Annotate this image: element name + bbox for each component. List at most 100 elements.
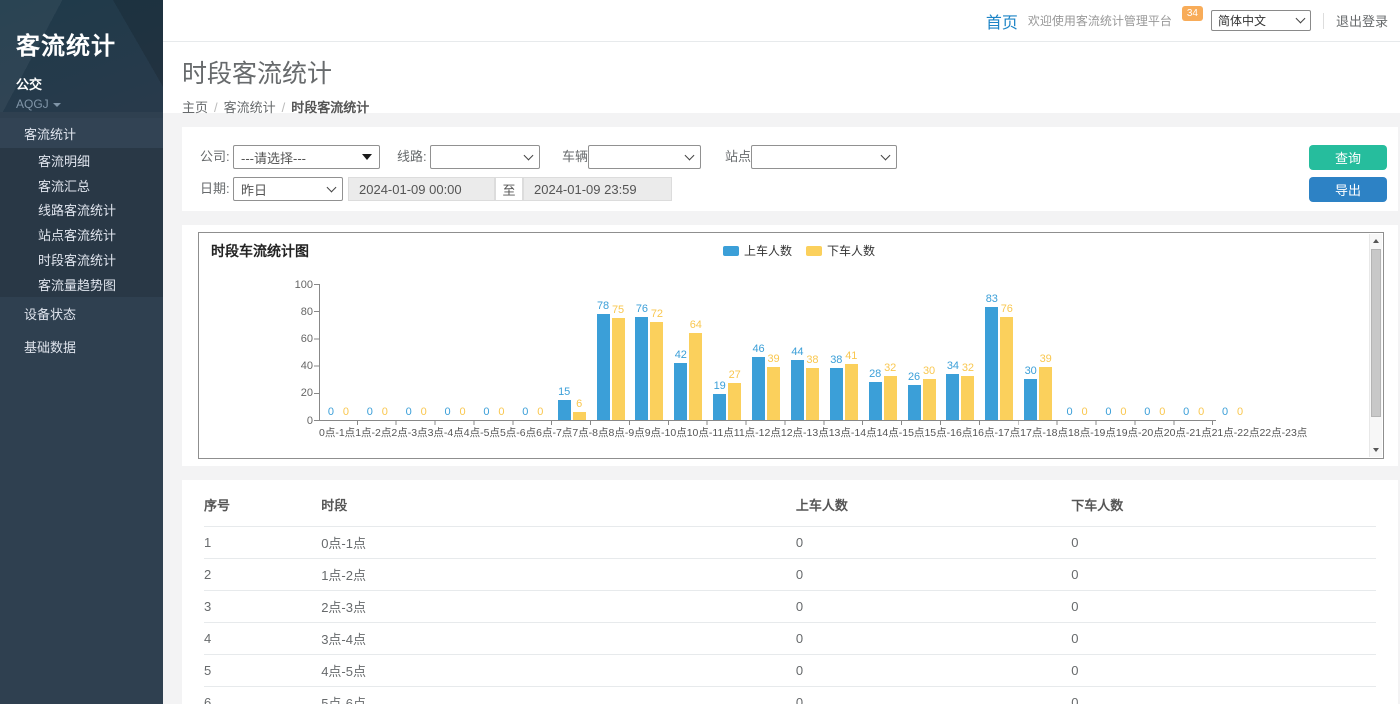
sidebar-item-客流量趋势图[interactable]: 客流量趋势图: [0, 272, 163, 297]
language-select[interactable]: 简体中文: [1211, 10, 1311, 31]
sidebar-item-客流汇总[interactable]: 客流汇总: [0, 173, 163, 198]
table-cell: 5点-6点: [321, 687, 796, 704]
sidebar-item-站点客流统计[interactable]: 站点客流统计: [0, 222, 163, 247]
date-end-input[interactable]: 2024-01-09 23:59: [523, 177, 672, 201]
sidebar-nav: 客流统计客流明细客流汇总线路客流统计站点客流统计时段客流统计客流量趋势图设备状态…: [0, 118, 163, 363]
table-cell: 0: [1071, 623, 1376, 655]
breadcrumb-parent[interactable]: 客流统计: [224, 100, 276, 115]
table-cell: 3: [204, 591, 321, 623]
line-select[interactable]: [430, 145, 540, 169]
profile-user-toggle[interactable]: AQGJ: [16, 97, 149, 111]
bar-group-9点-10点: 4264: [669, 284, 708, 420]
scrollbar-thumb[interactable]: [1371, 249, 1381, 417]
table-cell: 0: [796, 687, 1071, 704]
bar-group-1点-2点: 00: [358, 284, 397, 420]
bar-group-6点-7点: 156: [552, 284, 591, 420]
welcome-text: 欢迎使用客流统计管理平台: [1028, 12, 1172, 29]
company-select[interactable]: ---请选择---: [233, 145, 380, 169]
date-preset-select[interactable]: 昨日: [233, 177, 343, 201]
bar-value-label: 28: [869, 368, 881, 380]
x-axis-label: 4点-5点: [464, 425, 500, 440]
chart-title: 时段车流统计图: [211, 241, 309, 261]
sidebar-item-客流明细[interactable]: 客流明细: [0, 148, 163, 173]
bar-group-19点-20点: 00: [1058, 284, 1097, 420]
table-cell: 0: [1071, 527, 1376, 559]
chart-panel: 时段车流统计图 上车人数 下车人数 020406080100 000000000…: [182, 225, 1398, 466]
export-button[interactable]: 导出: [1309, 177, 1387, 202]
chevron-down-icon: [53, 103, 61, 107]
content: 公司: ---请选择--- 线路: 车辆: 站点: 日期: 昨日 2024-01…: [163, 113, 1400, 704]
station-select[interactable]: [751, 145, 897, 169]
col-header-period: 时段: [321, 480, 796, 527]
bar-value-label: 0: [483, 406, 489, 418]
bar-value-label: 72: [651, 308, 663, 320]
bar-boarding: 83: [985, 284, 998, 420]
period-stats-table: 序号 时段 上车人数 下车人数 10点-1点0021点-2点0032点-3点00…: [204, 480, 1376, 704]
bar-value-label: 30: [1025, 365, 1037, 377]
bar-alighting: 76: [1000, 284, 1013, 420]
sidebar-item-设备状态[interactable]: 设备状态: [0, 297, 163, 330]
bar-alighting: 0: [1234, 284, 1247, 420]
scroll-down-icon[interactable]: [1370, 443, 1382, 457]
bar-alighting: 38: [806, 284, 819, 420]
bar-alighting: 39: [767, 284, 780, 420]
bar-boarding: 15: [558, 284, 571, 420]
sidebar-item-线路客流统计[interactable]: 线路客流统计: [0, 198, 163, 223]
notification-badge: 34: [1182, 6, 1203, 21]
bar-value-label: 83: [986, 293, 998, 305]
bar-value-label: 39: [767, 353, 779, 365]
bar-value-label: 34: [947, 360, 959, 372]
bar-boarding: 76: [635, 284, 648, 420]
bar-boarding: 0: [363, 284, 376, 420]
bar-group-3点-4点: 00: [436, 284, 475, 420]
bar-value-label: 0: [367, 406, 373, 418]
breadcrumb-separator: /: [282, 100, 286, 115]
x-axis-label: 3点-4点: [428, 425, 464, 440]
bar-value-label: 0: [1144, 406, 1150, 418]
bar-group-23点-24点: 00: [1213, 284, 1252, 420]
y-axis-tick-label: 0: [283, 415, 313, 427]
bar-value-label: 26: [908, 371, 920, 383]
scroll-up-icon[interactable]: [1370, 234, 1382, 248]
sidebar-item-时段客流统计[interactable]: 时段客流统计: [0, 247, 163, 272]
bar-boarding: 19: [713, 284, 726, 420]
bar-alighting: 32: [884, 284, 897, 420]
x-axis-label: 21点-22点: [1212, 425, 1260, 440]
bar-value-label: 0: [421, 406, 427, 418]
breadcrumb-current: 时段客流统计: [291, 100, 369, 115]
bar-group-4点-5点: 00: [475, 284, 514, 420]
chevron-down-icon: [685, 150, 695, 160]
bar-boarding: 0: [1063, 284, 1076, 420]
home-link[interactable]: 首页: [986, 9, 1018, 33]
x-axis-label: 10点-11点: [687, 425, 734, 440]
x-axis-label: 18点-19点: [1068, 425, 1116, 440]
legend-item-boarding[interactable]: 上车人数: [723, 242, 792, 259]
chart-bars: 0000000000001567875767242641927463944383…: [319, 284, 1252, 420]
date-start-input[interactable]: 2024-01-09 00:00: [348, 177, 495, 201]
breadcrumb-home[interactable]: 主页: [182, 100, 208, 115]
bar-boarding: 0: [480, 284, 493, 420]
query-button[interactable]: 查询: [1309, 145, 1387, 170]
legend-label-boarding: 上车人数: [744, 242, 792, 259]
bar-value-label: 0: [406, 406, 412, 418]
bar-group-22点-23点: 00: [1174, 284, 1213, 420]
table-cell: 0: [1071, 559, 1376, 591]
chart-scrollbar[interactable]: [1369, 234, 1382, 457]
bar-group-20点-21点: 00: [1097, 284, 1136, 420]
col-header-boarding: 上车人数: [796, 480, 1071, 527]
bar-value-label: 0: [498, 406, 504, 418]
sidebar-item-客流统计[interactable]: 客流统计: [0, 118, 163, 148]
logout-link[interactable]: 退出登录: [1336, 11, 1388, 30]
bar-alighting: 6: [573, 284, 586, 420]
bar-value-label: 38: [806, 354, 818, 366]
bar-boarding: 0: [1219, 284, 1232, 420]
sidebar-item-基础数据[interactable]: 基础数据: [0, 330, 163, 363]
bar-boarding: 34: [946, 284, 959, 420]
bar-value-label: 76: [1001, 303, 1013, 315]
sidebar-brand: 客流统计 公交 AQGJ: [0, 0, 163, 112]
bar-value-label: 0: [1222, 406, 1228, 418]
bar-value-label: 0: [445, 406, 451, 418]
x-axis-label: 13点-14点: [829, 425, 877, 440]
vehicle-select[interactable]: [588, 145, 701, 169]
legend-item-alighting[interactable]: 下车人数: [806, 242, 875, 259]
